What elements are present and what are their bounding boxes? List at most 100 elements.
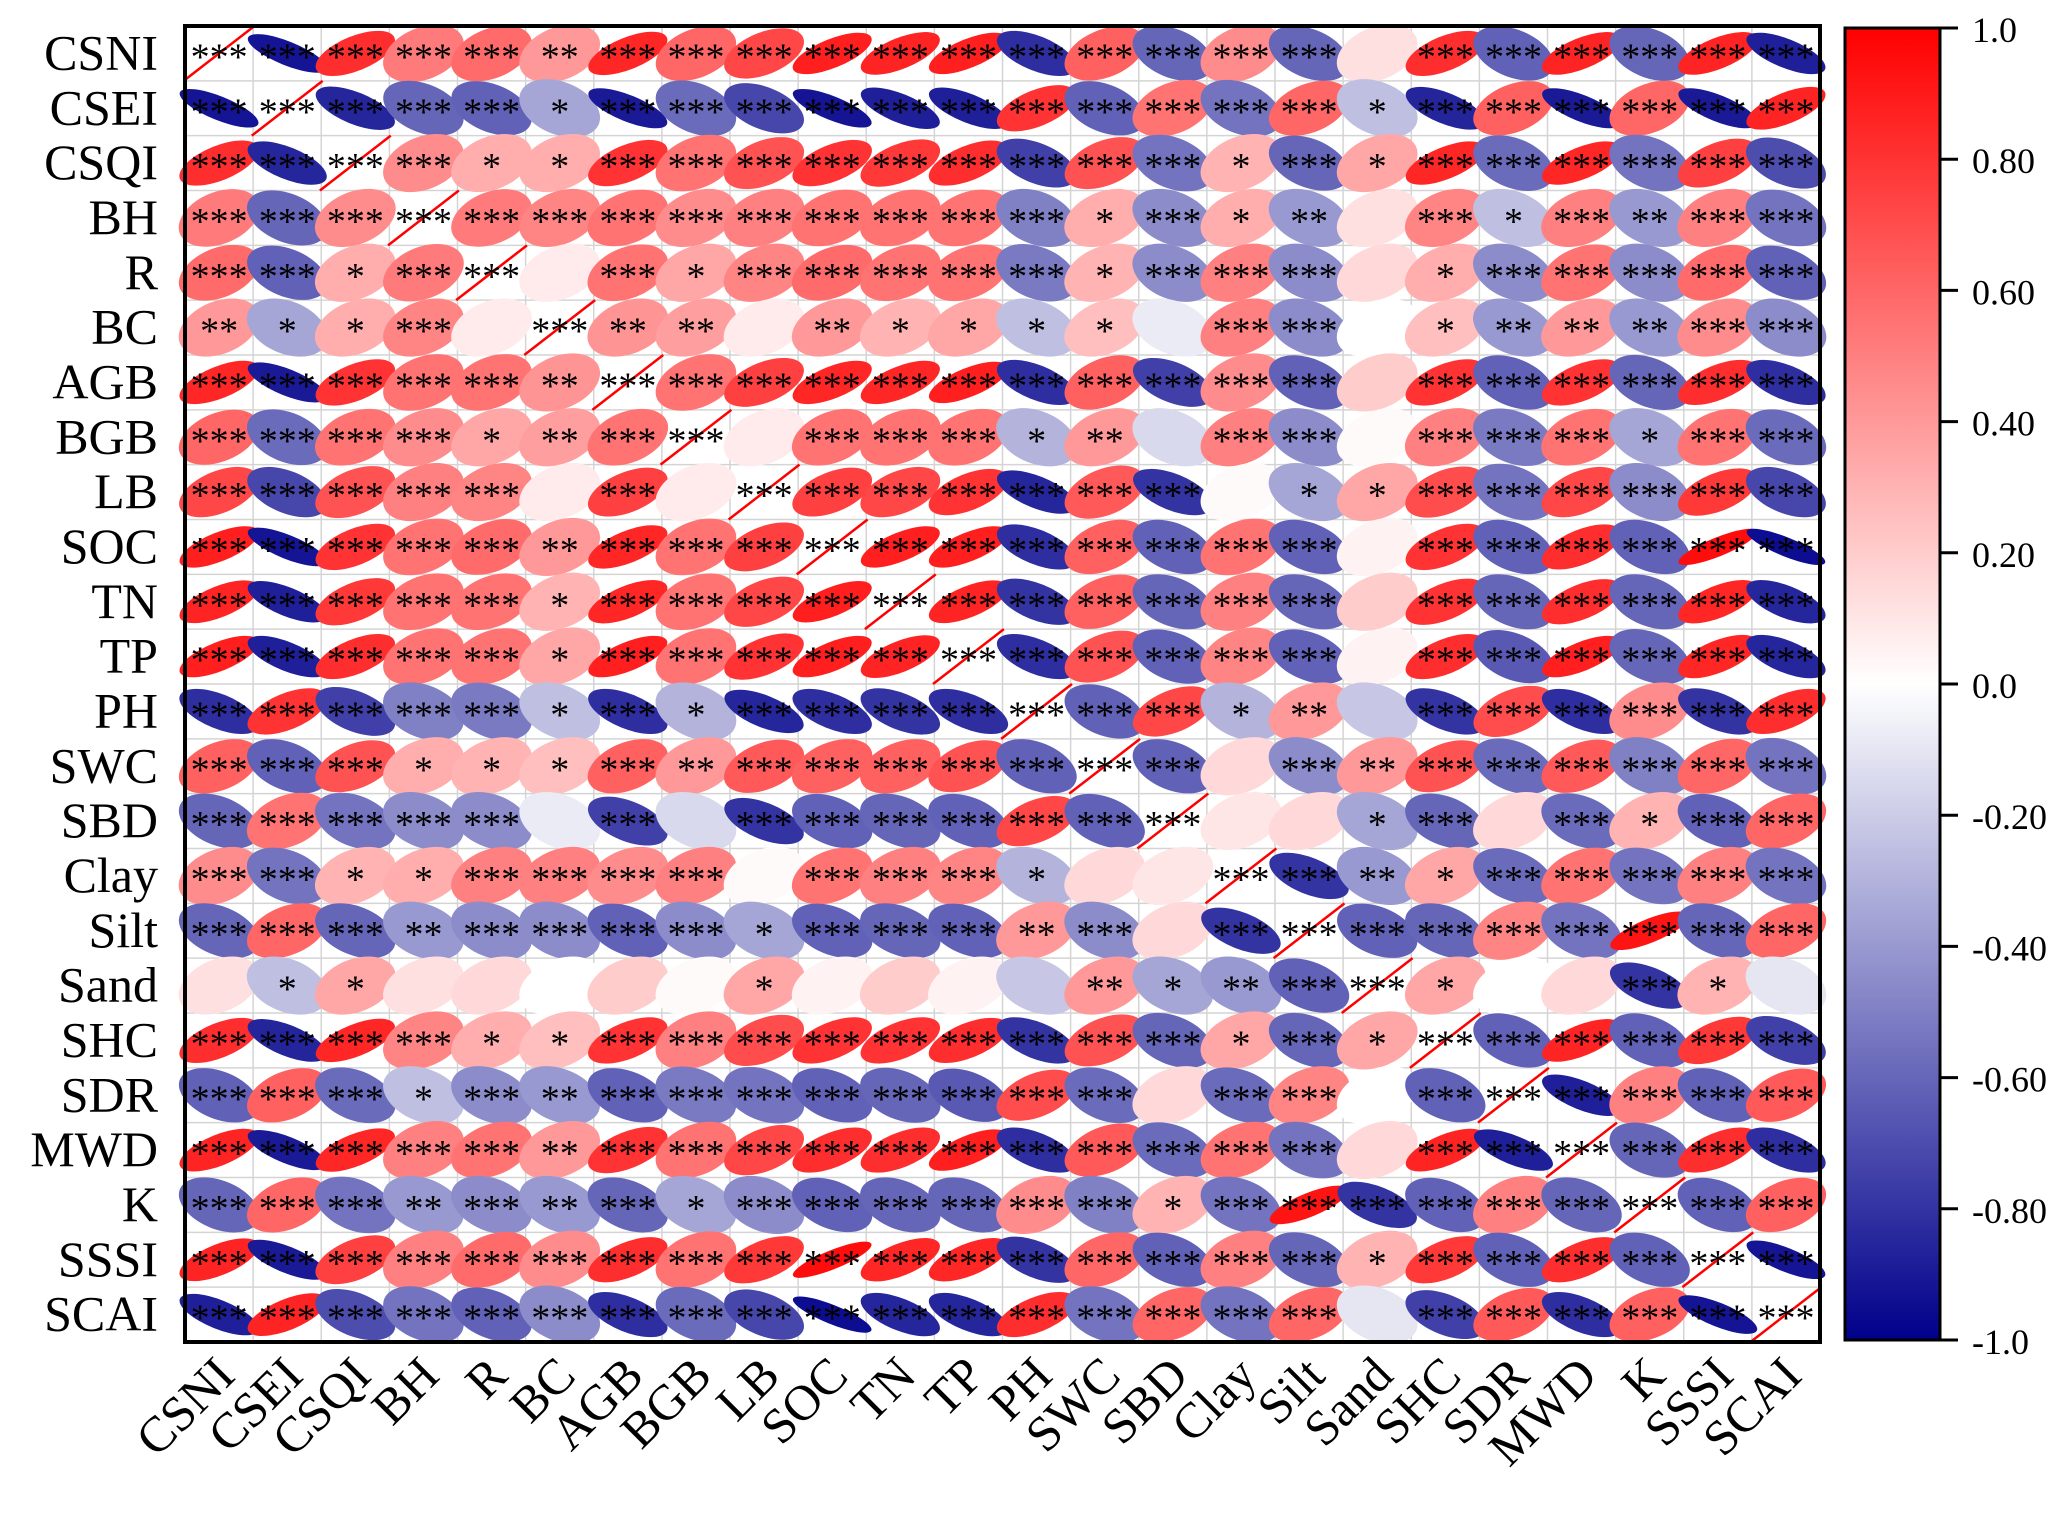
correlation-ellipse — [1473, 1129, 1553, 1171]
significance-label: *** — [940, 256, 997, 298]
correlation-ellipse — [1336, 737, 1418, 796]
correlation-ellipse — [1746, 634, 1826, 679]
correlation-ellipse — [247, 34, 327, 73]
cell-BGB-SDR: *** — [1473, 408, 1554, 467]
significance-label: *** — [1689, 365, 1746, 407]
correlation-ellipse — [1677, 846, 1759, 905]
significance-label: ** — [541, 1188, 579, 1230]
cell-AGB-CSQI: *** — [315, 359, 396, 407]
significance-label: *** — [259, 420, 316, 462]
significance-label: *** — [872, 530, 929, 572]
correlation-ellipse — [1609, 134, 1690, 192]
row-label-TN: TN — [91, 573, 158, 629]
significance-label: *** — [1144, 1133, 1201, 1175]
significance-label: *** — [395, 804, 452, 846]
row-label-LB: LB — [94, 463, 158, 519]
significance-label: *** — [327, 585, 384, 627]
correlation-ellipse — [178, 298, 260, 357]
cell-SCAI-BH: *** — [383, 1286, 464, 1343]
significance-label: *** — [1417, 365, 1474, 407]
cell-CSQI-CSEI: *** — [247, 141, 327, 188]
significance-label: *** — [259, 1078, 316, 1120]
significance-label: *** — [463, 694, 520, 736]
significance-label: *** — [1757, 1188, 1814, 1230]
significance-label: *** — [1281, 1078, 1338, 1120]
significance-label: *** — [1757, 256, 1814, 298]
cell-TN-SSSI: *** — [1678, 580, 1758, 627]
cell-SWC-R: * — [451, 737, 532, 796]
correlation-ellipse — [792, 903, 873, 958]
significance-label: *** — [940, 640, 997, 682]
correlation-ellipse — [1337, 903, 1418, 958]
significance-label: *** — [1621, 914, 1678, 956]
significance-label: *** — [1417, 1188, 1474, 1230]
cell-CSEI-SDR: *** — [1473, 81, 1554, 136]
cell-Sand-SDR — [1473, 956, 1554, 1015]
correlation-ellipse — [928, 408, 1009, 466]
significance-label: *** — [395, 530, 452, 572]
significance-label: *** — [259, 749, 316, 791]
cell-Silt-LB: * — [723, 901, 805, 960]
significance-label: *** — [1281, 640, 1338, 682]
correlation-ellipse — [1405, 359, 1486, 406]
diagonal-line — [659, 408, 733, 466]
correlation-ellipse — [1405, 740, 1486, 793]
cell-SBD-PH: *** — [996, 795, 1077, 847]
cell-CSNI-Clay: *** — [1200, 24, 1282, 83]
significance-label: *** — [1281, 91, 1338, 133]
cell-BC-R — [451, 298, 532, 357]
significance-label: *** — [1144, 1243, 1201, 1285]
significance-label: *** — [1008, 365, 1065, 407]
significance-label: *** — [1076, 365, 1133, 407]
correlation-ellipse — [1542, 88, 1622, 129]
correlation-ellipse — [1064, 1123, 1145, 1177]
correlation-ellipse — [587, 189, 669, 247]
correlation-ellipse — [655, 188, 737, 248]
cell-SCAI-SCAI: *** — [1749, 1286, 1823, 1343]
significance-label: *** — [599, 694, 656, 736]
cell-Clay-SWC — [1064, 846, 1146, 906]
cell-SCAI-Silt: *** — [1268, 1287, 1350, 1343]
significance-label: *** — [1689, 475, 1746, 517]
significance-label: *** — [872, 640, 929, 682]
correlation-ellipse — [1336, 846, 1418, 906]
correlation-ellipse — [1678, 1127, 1758, 1173]
correlation-ellipse — [1200, 572, 1282, 631]
correlation-ellipse — [860, 32, 940, 75]
row-label-Sand: Sand — [58, 957, 158, 1013]
correlation-ellipse — [315, 359, 396, 406]
correlation-ellipse — [1473, 135, 1554, 191]
cell-Clay-CSEI: *** — [246, 847, 328, 905]
cell-AGB-AGB: *** — [591, 354, 665, 411]
correlation-ellipse — [860, 189, 941, 247]
significance-label: *** — [1008, 1133, 1065, 1175]
correlation-ellipse — [724, 28, 805, 79]
correlation-ellipse — [1609, 408, 1691, 467]
cell-SBD-CSEI: *** — [246, 792, 328, 850]
cell-CSNI-SBD: *** — [1132, 25, 1214, 81]
correlation-ellipse — [1746, 359, 1826, 406]
significance-label: * — [1436, 859, 1455, 901]
correlation-ellipse — [315, 633, 396, 680]
cell-K-PH: *** — [996, 1175, 1077, 1235]
significance-label: *** — [804, 1023, 861, 1065]
significance-label: ** — [677, 311, 715, 353]
significance-label: *** — [1689, 640, 1746, 682]
significance-label: *** — [1281, 859, 1338, 901]
significance-label: *** — [259, 914, 316, 956]
significance-label: *** — [463, 365, 520, 407]
correlation-ellipse — [1473, 1013, 1554, 1068]
cell-TP-Clay: *** — [1200, 627, 1282, 686]
correlation-ellipse — [791, 956, 873, 1015]
correlation-ellipse — [1268, 574, 1350, 630]
significance-label: *** — [1212, 1133, 1269, 1175]
cell-Silt-K: *** — [1610, 911, 1690, 956]
significance-label: *** — [940, 1133, 997, 1175]
correlation-ellipse — [247, 1130, 327, 1171]
correlation-ellipse — [1200, 1176, 1282, 1234]
correlation-ellipse — [860, 1127, 941, 1173]
significance-label: *** — [1008, 640, 1065, 682]
cell-SHC-Sand: * — [1336, 1011, 1418, 1070]
significance-label: *** — [191, 914, 248, 956]
correlation-ellipse — [655, 791, 737, 851]
